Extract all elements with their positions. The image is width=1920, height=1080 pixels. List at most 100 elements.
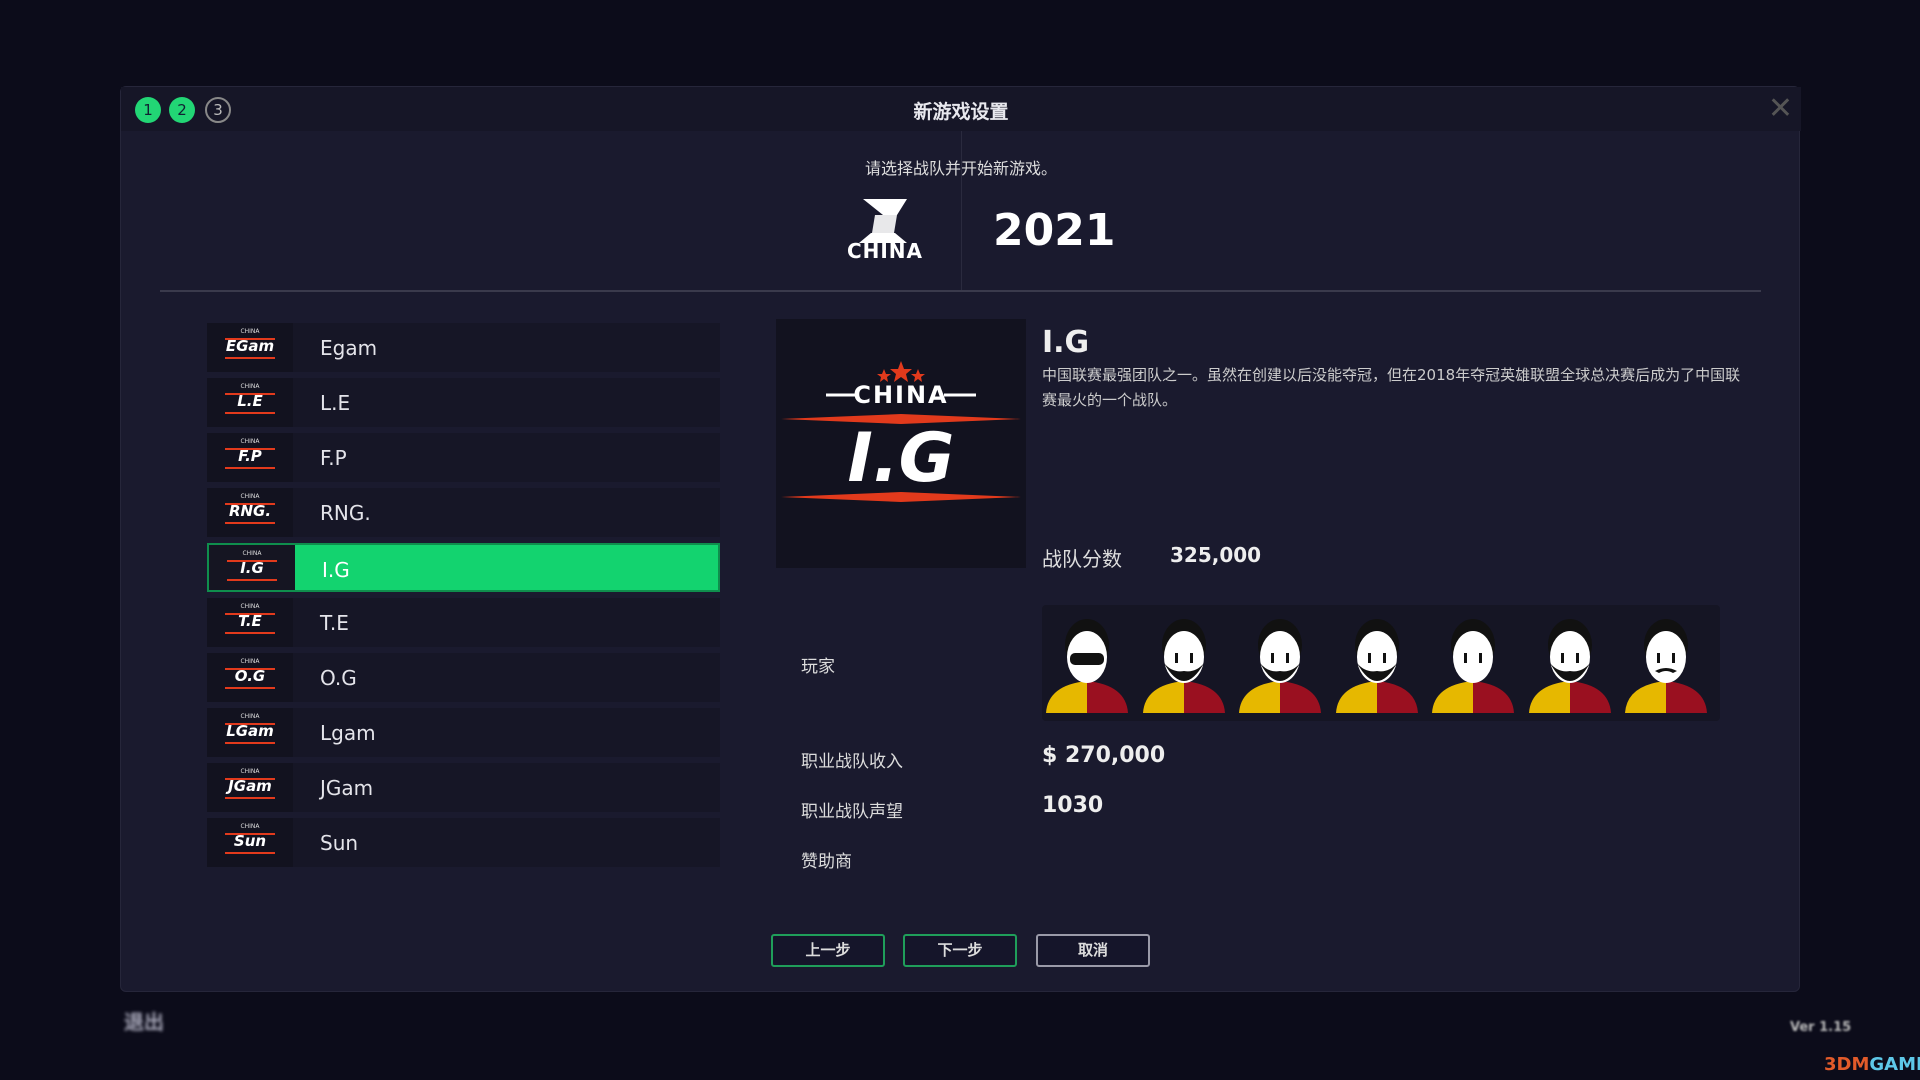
team-row-logo: CHINA JGam bbox=[207, 763, 293, 812]
player-avatar-icon[interactable] bbox=[1044, 615, 1130, 715]
team-row-logo: CHINA LGam bbox=[207, 708, 293, 757]
team-row-logo-text: I.G bbox=[240, 559, 264, 577]
team-row[interactable]: CHINA T.E T.E bbox=[207, 598, 720, 647]
team-row-logo-region: CHINA bbox=[240, 823, 260, 830]
team-row-logo: CHINA O.G bbox=[207, 653, 293, 702]
team-row[interactable]: CHINA RNG. RNG. bbox=[207, 488, 720, 537]
score-value: 325,000 bbox=[1170, 543, 1262, 567]
team-row-logo: CHINA L.E bbox=[207, 378, 293, 427]
next-step-button[interactable]: 下一步 bbox=[903, 934, 1017, 967]
team-row-logo-region: CHINA bbox=[240, 438, 260, 445]
player-avatar-icon[interactable] bbox=[1334, 615, 1420, 715]
logo-stripe bbox=[227, 579, 277, 581]
player-avatar-icon[interactable] bbox=[1237, 615, 1323, 715]
dialog-title: 新游戏设置 bbox=[913, 101, 1009, 123]
logo-stripe bbox=[225, 833, 275, 835]
logo-stripe bbox=[225, 503, 275, 505]
team-row-logo-text: F.P bbox=[238, 447, 262, 465]
income-label: 职业战队收入 bbox=[801, 752, 903, 772]
team-row-logo-region: CHINA bbox=[240, 603, 260, 610]
logo-stripe bbox=[225, 522, 275, 524]
team-row-logo-region: CHINA bbox=[240, 328, 260, 335]
team-row-logo-text: RNG. bbox=[228, 502, 272, 520]
team-logo-text: I.G bbox=[847, 419, 955, 498]
team-row[interactable]: CHINA JGam JGam bbox=[207, 763, 720, 812]
team-row-name: JGam bbox=[320, 776, 374, 800]
player-roster bbox=[1042, 605, 1720, 721]
team-logo: CHINA I.G bbox=[776, 319, 1026, 568]
team-row-logo-text: O.G bbox=[234, 667, 266, 685]
team-row-logo-text: L.E bbox=[237, 392, 263, 410]
team-row-name: I.G bbox=[322, 558, 350, 582]
team-row[interactable]: CHINA F.P F.P bbox=[207, 433, 720, 482]
team-row[interactable]: CHINA I.G I.G bbox=[207, 543, 720, 592]
league-logo-icon bbox=[859, 199, 907, 243]
team-name: I.G bbox=[1042, 325, 1090, 360]
team-row[interactable]: CHINA Sun Sun bbox=[207, 818, 720, 867]
team-row-name: Sun bbox=[320, 831, 359, 855]
sponsor-label: 赞助商 bbox=[801, 852, 852, 872]
logo-stripe bbox=[225, 742, 275, 744]
team-row[interactable]: CHINA LGam Lgam bbox=[207, 708, 720, 757]
player-avatar-icon[interactable] bbox=[1430, 615, 1516, 715]
team-logo-region: CHINA bbox=[853, 381, 949, 409]
players-label: 玩家 bbox=[801, 657, 835, 677]
team-row[interactable]: CHINA O.G O.G bbox=[207, 653, 720, 702]
step-1-indicator: 1 bbox=[135, 97, 161, 123]
team-row-name: Lgam bbox=[320, 721, 376, 745]
subtitle: 请选择战队并开始新游戏。 bbox=[864, 159, 1057, 178]
step-3-indicator: 3 bbox=[205, 97, 231, 123]
team-row-logo-region: CHINA bbox=[240, 493, 260, 500]
previous-step-button[interactable]: 上一步 bbox=[771, 934, 885, 967]
team-row-logo-region: CHINA bbox=[240, 768, 260, 775]
logo-stripe bbox=[225, 393, 275, 395]
logo-stripe bbox=[225, 668, 275, 670]
team-row-logo-text: EGam bbox=[225, 337, 275, 355]
reputation-value: 1030 bbox=[1042, 793, 1104, 818]
team-row-logo-region: CHINA bbox=[240, 713, 260, 720]
team-row-logo: CHINA F.P bbox=[207, 433, 293, 482]
step-2-indicator: 2 bbox=[169, 97, 195, 123]
player-avatar-icon[interactable] bbox=[1527, 615, 1613, 715]
team-row-logo-text: T.E bbox=[238, 612, 262, 630]
team-row[interactable]: CHINA L.E L.E bbox=[207, 378, 720, 427]
team-row-name: Egam bbox=[320, 336, 378, 360]
reputation-label: 职业战队声望 bbox=[801, 802, 903, 822]
team-row-logo-region: CHINA bbox=[240, 383, 260, 390]
team-row-logo-text: JGam bbox=[228, 777, 272, 795]
player-avatar-icon[interactable] bbox=[1623, 615, 1709, 715]
team-row-logo: CHINA RNG. bbox=[207, 488, 293, 537]
logo-stripe bbox=[225, 412, 275, 414]
logo-stripe bbox=[225, 797, 275, 799]
team-description: 中国联赛最强团队之一。虽然在创建以后没能夺冠，但在2018年夺冠英雄联盟全球总决… bbox=[1042, 366, 1741, 409]
season-year: 2021 bbox=[993, 205, 1116, 256]
team-row-name: L.E bbox=[320, 391, 351, 415]
league-name: CHINA bbox=[846, 239, 924, 263]
logo-stripe bbox=[225, 687, 275, 689]
new-game-dialog: 1 2 3 新游戏设置 ✕ 请选择战队并开始新游戏。 CHINA 2021 CH… bbox=[120, 86, 1801, 992]
team-row-logo-region: CHINA bbox=[242, 550, 262, 557]
team-row-logo-text: LGam bbox=[226, 722, 274, 740]
team-row-logo: CHINA I.G bbox=[209, 545, 295, 590]
exit-button[interactable]: 退出 bbox=[124, 1010, 164, 1034]
score-label: 战队分数 bbox=[1042, 547, 1122, 571]
watermark-part: GAME bbox=[1869, 1054, 1920, 1075]
team-row-name: O.G bbox=[320, 666, 357, 690]
logo-stripe bbox=[225, 723, 275, 725]
team-row-logo: CHINA Sun bbox=[207, 818, 293, 867]
watermark: 3DMGAME bbox=[1824, 1054, 1920, 1075]
cancel-button[interactable]: 取消 bbox=[1036, 934, 1150, 967]
close-icon[interactable]: ✕ bbox=[1767, 91, 1793, 126]
team-row-logo: CHINA EGam bbox=[207, 323, 293, 372]
player-avatar-icon[interactable] bbox=[1141, 615, 1227, 715]
team-row-logo-text: Sun bbox=[233, 832, 267, 850]
logo-stripe bbox=[225, 632, 275, 634]
team-row-name: F.P bbox=[320, 446, 347, 470]
title-bar: 1 2 3 新游戏设置 ✕ bbox=[121, 87, 1801, 131]
logo-stripe bbox=[225, 613, 275, 615]
income-value: $ 270,000 bbox=[1042, 743, 1166, 768]
team-row-logo: CHINA T.E bbox=[207, 598, 293, 647]
divider bbox=[160, 290, 1761, 292]
version-label: Ver 1.15 bbox=[1790, 1020, 1852, 1035]
team-row[interactable]: CHINA EGam Egam bbox=[207, 323, 720, 372]
